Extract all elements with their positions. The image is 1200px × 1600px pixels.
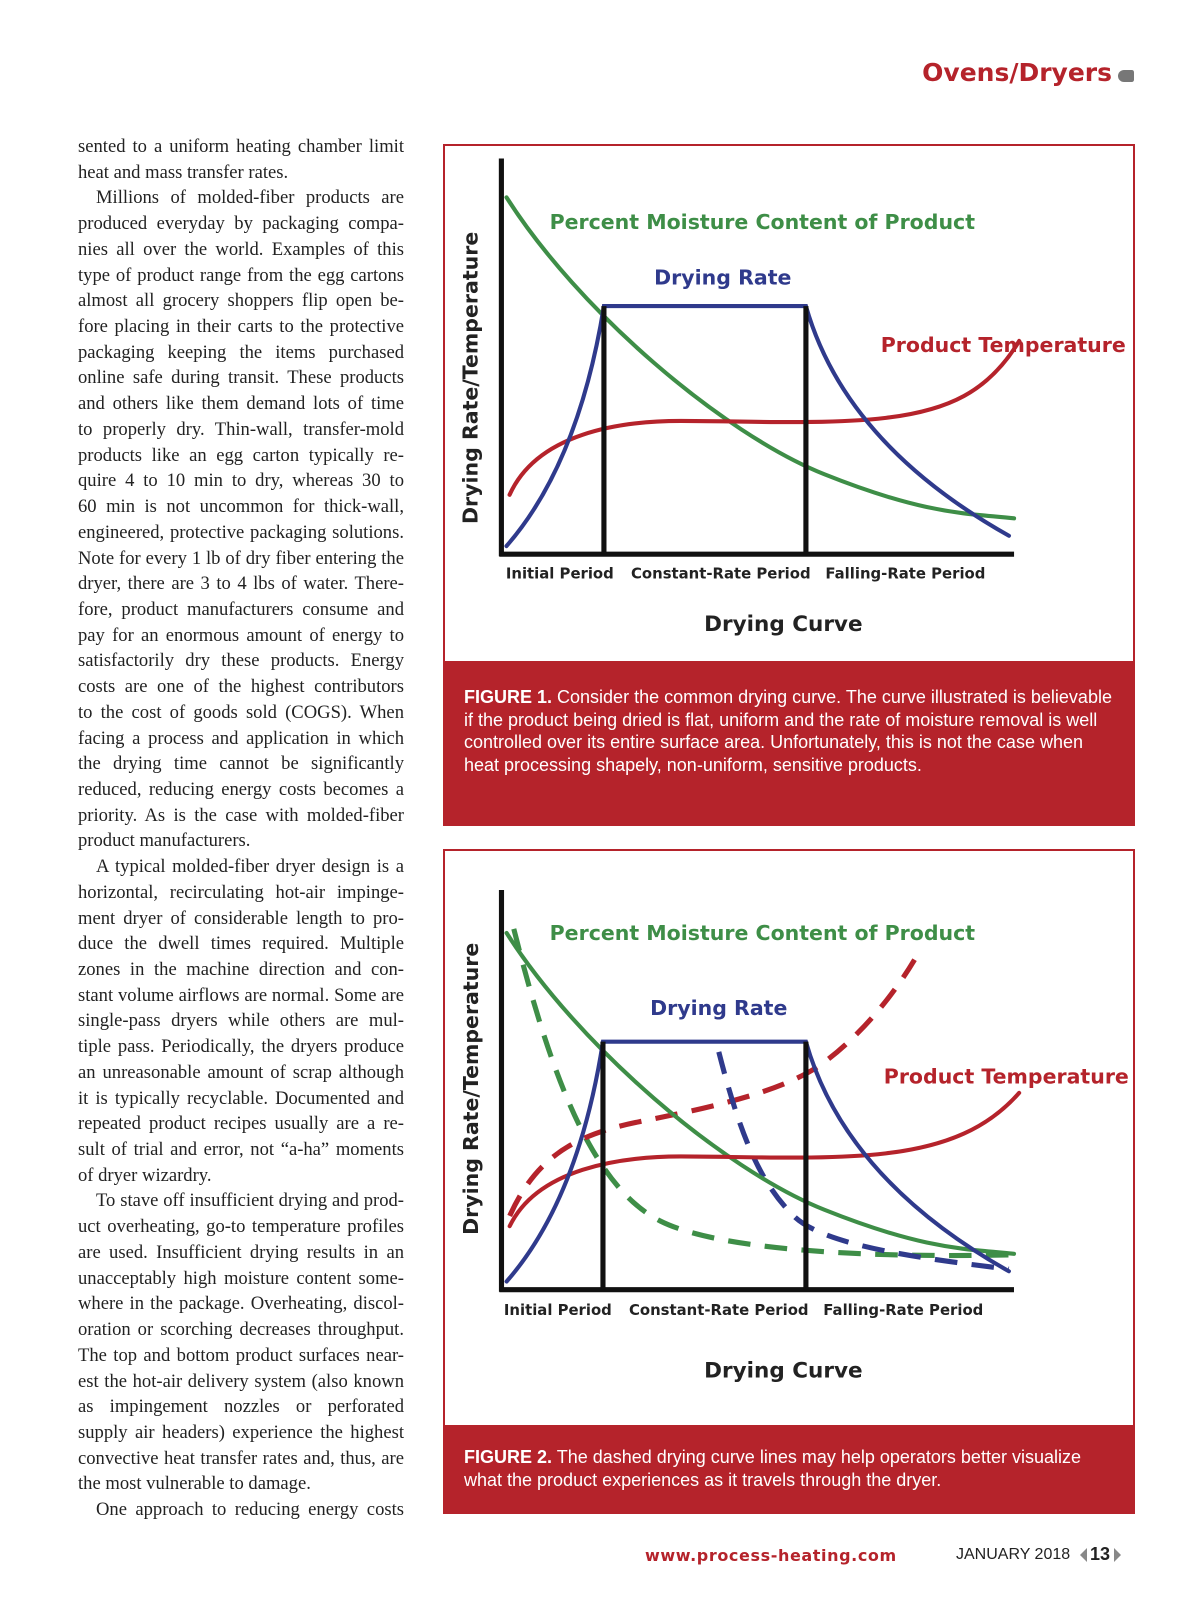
text-line: stant volume airflows are normal. Some a…: [78, 984, 404, 1006]
page-number: 13: [1090, 1544, 1111, 1564]
period-label: Initial Period: [506, 565, 614, 583]
curve-label: Product Temperature: [884, 1065, 1129, 1089]
period-label: Initial Period: [504, 1301, 612, 1319]
y-axis-title: Drying Rate/Temperature: [459, 232, 483, 524]
text-line: Millions of molded-fiber products are: [96, 187, 404, 209]
text-line: it is typically recyclable. Documented a…: [78, 1087, 404, 1109]
text-line: pay for an enormous amount of energy to: [78, 624, 404, 646]
caption-label: FIGURE 1.: [464, 687, 553, 707]
text-line: to properly dry. Thin-wall, transfer-mol…: [78, 418, 404, 440]
text-line: A typical molded-fiber dryer design is a: [96, 856, 404, 878]
text-line: quire 4 to 10 min to dry, whereas 30 to: [78, 470, 404, 492]
temperature-curve-dashed: [507, 958, 917, 1217]
page-arrow: [1114, 1548, 1121, 1562]
text-line: oration or scorching decreases throughpu…: [78, 1319, 404, 1341]
moisture-curve-dashed: [511, 928, 1015, 1259]
curve-label: Drying Rate: [650, 996, 787, 1020]
text-line: Note for every 1 lb of dry fiber enterin…: [78, 547, 404, 569]
text-line: and others like them demand lots of time: [78, 393, 404, 415]
footer-url: www.process-heating.com: [645, 1546, 897, 1565]
caption: FIGURE 1. Consider the common drying cur…: [445, 661, 1133, 824]
text-line: ment dryer of considerable length to pro…: [78, 907, 404, 929]
period-label: Falling-Rate Period: [823, 1301, 983, 1319]
body-text: sented to a uniform heating chamber limi…: [78, 134, 404, 1523]
text-line: est the hot-air delivery system (also kn…: [78, 1370, 404, 1392]
text-line: nies all over the world. Examples of thi…: [78, 238, 404, 260]
text-line: To stave off insufficient drying and pro…: [96, 1190, 404, 1212]
text-line: of dryer wizardry.: [78, 1164, 212, 1186]
period-label: Constant-Rate Period: [629, 1301, 809, 1319]
footer-date: JANUARY 2018: [956, 1546, 1071, 1563]
text-line: supply air headers) experience the highe…: [78, 1421, 404, 1443]
text-line: tiple pass. Periodically, the dryers pro…: [78, 1036, 404, 1058]
text-line: The top and bottom product surfaces near…: [78, 1344, 404, 1366]
text-line: produced everyday by packaging compa-: [78, 213, 404, 235]
curve-label: Percent Moisture Content of Product: [550, 921, 976, 945]
x-axis-title: Drying Curve: [704, 1359, 862, 1384]
text-line: duce the dwell times required. Multiple: [78, 933, 404, 955]
text-line: engineered, protective packaging solutio…: [78, 521, 404, 543]
caption-text: The dashed drying curve lines may help o…: [464, 1447, 1081, 1490]
text-line: reduced, reducing energy costs becomes a: [78, 778, 404, 800]
text-line: convective heat transfer rates and, thus…: [78, 1447, 404, 1469]
text-line: online safe during transit. These produc…: [78, 367, 404, 389]
text-line: 60 min is not uncommon for thick-wall,: [78, 496, 404, 518]
figure: Percent Moisture Content of Product Dryi…: [443, 849, 1135, 1514]
text-line: are used. Insufficient drying results in…: [78, 1241, 404, 1263]
text-line: fore, product manufacturers consume and: [78, 598, 404, 620]
drying-chart: Percent Moisture Content of Product Dryi…: [459, 158, 1126, 637]
text-line: horizontal, recirculating hot-air imping…: [78, 881, 404, 903]
text-line: satisfactorily dry these products. Energ…: [78, 650, 404, 672]
text-line: the most vulnerable to damage.: [78, 1473, 311, 1495]
curve-label: Product Temperature: [881, 333, 1126, 357]
text-line: One approach to reducing energy costs: [96, 1499, 404, 1521]
text-line: dryer, there are 3 to 4 lbs of water. Th…: [78, 573, 404, 595]
text-line: heat and mass transfer rates.: [78, 161, 289, 183]
moisture-curve: [504, 195, 1017, 521]
text-line: product manufacturers.: [78, 830, 251, 852]
caption: FIGURE 2. The dashed drying curve lines …: [445, 1425, 1133, 1512]
text-line: where in the package. Overheating, disco…: [78, 1293, 404, 1315]
curve-label: Percent Moisture Content of Product: [550, 210, 976, 234]
text-line: sult of trial and error, not “a-ha” mome…: [78, 1139, 404, 1161]
text-line: as impingement nozzles or perforated: [78, 1396, 404, 1418]
text-line: sented to a uniform heating chamber limi…: [78, 136, 404, 157]
text-line: fore placing in their carts to the prote…: [78, 316, 404, 338]
curve-label: Drying Rate: [654, 265, 791, 289]
text-line: costs are one of the highest contributor…: [78, 676, 404, 698]
temperature-curve: [507, 1090, 1022, 1229]
text-line: packaging keeping the items purchased: [78, 341, 404, 363]
section-title: Ovens/Dryers: [922, 58, 1112, 87]
caption-label: FIGURE 2.: [464, 1447, 553, 1467]
text-line: unacceptably high moisture content some-: [78, 1267, 404, 1289]
rate-curve-dashed: [716, 1051, 1010, 1272]
text-line: to the cost of goods sold (COGS). When: [78, 701, 404, 723]
text-line: uct overheating, go-to temperature profi…: [78, 1216, 404, 1238]
text-line: an unreasonable amount of scrap although: [78, 1061, 404, 1083]
moisture-curve: [504, 930, 1017, 1256]
text-line: priority. As is the case with molded-fib…: [78, 804, 404, 826]
text-line: the drying time cannot be significantly: [78, 753, 404, 775]
text-line: facing a process and application in whic…: [78, 727, 404, 749]
text-line: type of product range from the egg carto…: [78, 264, 404, 286]
page-arrow: [1080, 1548, 1087, 1562]
text-line: single-pass dryers while others are mul-: [78, 1010, 404, 1032]
y-axis-title: Drying Rate/Temperature: [459, 943, 483, 1235]
x-axis-title: Drying Curve: [704, 612, 862, 637]
text-line: almost all grocery shoppers flip open be…: [78, 290, 404, 312]
text-line: products like an egg carton typically re…: [78, 444, 404, 466]
section-marker: [1118, 70, 1134, 82]
temperature-curve: [507, 338, 1022, 497]
figure: Percent Moisture Content of Product Dryi…: [443, 144, 1135, 826]
text-line: repeated product recipes usually are a r…: [78, 1113, 404, 1135]
period-label: Constant-Rate Period: [631, 565, 811, 583]
caption-text: Consider the common drying curve. The cu…: [464, 687, 1112, 775]
drying-chart: Percent Moisture Content of Product Dryi…: [459, 889, 1129, 1384]
period-label: Falling-Rate Period: [825, 565, 985, 583]
text-line: zones in the machine direction and con-: [78, 959, 404, 980]
